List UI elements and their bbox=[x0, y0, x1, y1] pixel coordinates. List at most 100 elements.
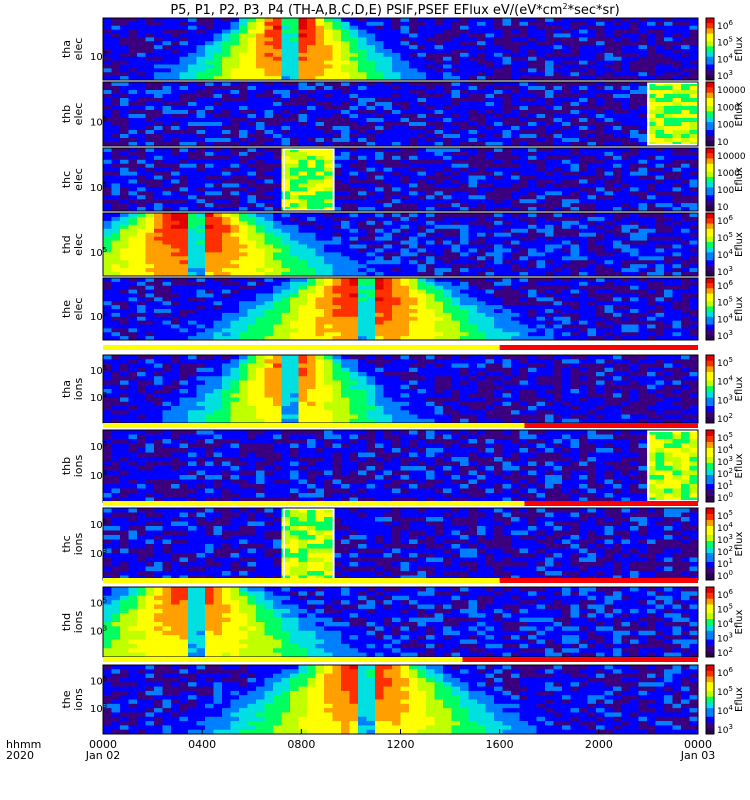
spectrogram-cell bbox=[171, 142, 180, 147]
spectrogram-cell bbox=[477, 82, 486, 87]
spectrogram-cell bbox=[188, 305, 197, 310]
spectrogram-cell bbox=[587, 90, 597, 95]
spectrogram-cell bbox=[392, 126, 401, 131]
spectrogram-cell bbox=[349, 260, 359, 265]
spectrogram-cell bbox=[604, 118, 614, 123]
spectrogram-cell bbox=[171, 134, 180, 139]
spectrogram-cell bbox=[162, 244, 172, 249]
spectrogram-cell bbox=[443, 82, 452, 87]
spectrogram-cell bbox=[358, 252, 367, 257]
spectrogram-cell bbox=[681, 68, 690, 73]
spectrogram-cell bbox=[188, 45, 197, 50]
spectrogram-cell bbox=[630, 191, 639, 196]
spectrogram-cell bbox=[392, 45, 401, 50]
spectrogram-cell bbox=[375, 203, 384, 208]
spectrogram-cell bbox=[222, 301, 231, 306]
spectrogram-cell bbox=[434, 94, 444, 99]
spectrogram-cell bbox=[247, 33, 257, 38]
spectrogram-cell bbox=[528, 56, 537, 62]
spectrogram-cell bbox=[468, 155, 478, 161]
spectrogram-cell bbox=[128, 195, 138, 200]
spectrogram-cell bbox=[536, 138, 546, 143]
spectrogram-cell bbox=[179, 25, 189, 31]
spectrogram-cell bbox=[137, 37, 146, 42]
spectrogram-cell bbox=[120, 183, 129, 188]
spectrogram-cell bbox=[332, 90, 342, 95]
spectrogram-cell bbox=[383, 18, 393, 23]
spectrogram-cell bbox=[315, 216, 325, 222]
colorbar-step bbox=[706, 236, 714, 240]
spectrogram-cell bbox=[536, 159, 546, 165]
spectrogram-cell bbox=[528, 33, 537, 38]
spectrogram-cell bbox=[239, 110, 248, 115]
spectrogram-cell bbox=[222, 159, 231, 165]
spectrogram-cell bbox=[264, 171, 274, 176]
spectrogram-cell bbox=[519, 264, 529, 269]
spectrogram-cell bbox=[137, 138, 146, 143]
spectrogram-cell bbox=[264, 179, 274, 184]
spectrogram-cell bbox=[596, 106, 605, 111]
spectrogram-cell bbox=[426, 45, 435, 50]
spectrogram-cell bbox=[239, 264, 248, 269]
spectrogram-cell bbox=[349, 183, 359, 188]
spectrogram-cell bbox=[562, 248, 571, 253]
spectrogram-cell bbox=[545, 244, 554, 249]
spectrogram-cell bbox=[213, 264, 223, 269]
spectrogram-cell bbox=[120, 289, 129, 294]
spectrogram-cell bbox=[604, 21, 614, 27]
spectrogram-cell bbox=[562, 142, 571, 147]
spectrogram-cell bbox=[655, 126, 665, 131]
spectrogram-cell bbox=[137, 134, 146, 139]
spectrogram-cell bbox=[128, 76, 138, 81]
spectrogram-cell bbox=[621, 64, 631, 69]
spectrogram-cell bbox=[417, 232, 427, 238]
spectrogram-cell bbox=[426, 94, 435, 99]
spectrogram-cell bbox=[630, 167, 639, 173]
spectrogram-cell bbox=[111, 252, 121, 257]
spectrogram-cell bbox=[417, 260, 427, 265]
spectrogram-cell bbox=[689, 29, 699, 34]
spectrogram-cell bbox=[647, 134, 656, 139]
spectrogram-cell bbox=[502, 33, 512, 38]
spectrogram-cell bbox=[103, 336, 112, 341]
spectrogram-cell bbox=[366, 244, 376, 249]
spectrogram-cell bbox=[596, 102, 605, 107]
spectrogram-cell bbox=[630, 213, 639, 218]
spectrogram-cell bbox=[426, 37, 435, 42]
spectrogram-cell bbox=[519, 155, 529, 161]
spectrogram-cell bbox=[375, 248, 384, 253]
spectrogram-cell bbox=[341, 248, 350, 253]
spectrogram-cell bbox=[358, 106, 367, 111]
spectrogram-cell bbox=[205, 240, 214, 245]
spectrogram-cell bbox=[162, 240, 172, 245]
spectrogram-cell bbox=[145, 297, 155, 302]
spectrogram-cell bbox=[443, 199, 452, 204]
spectrogram-cell bbox=[111, 130, 121, 135]
spectrogram-cell bbox=[409, 268, 418, 273]
spectrogram-cell bbox=[596, 138, 605, 143]
spectrogram-cell bbox=[647, 216, 656, 222]
spectrogram-cell bbox=[681, 207, 690, 212]
spectrogram-cell bbox=[205, 138, 214, 143]
spectrogram-cell bbox=[332, 244, 342, 249]
spectrogram-cell bbox=[205, 94, 214, 99]
spectrogram-cell bbox=[672, 213, 682, 218]
spectrogram-cell bbox=[579, 268, 588, 273]
spectrogram-cell bbox=[587, 72, 597, 77]
spectrogram-cell bbox=[111, 301, 121, 306]
spectrogram-cell bbox=[434, 134, 444, 139]
spectrogram-cell bbox=[256, 293, 265, 298]
spectrogram-cell bbox=[519, 224, 529, 230]
spectrogram-cell bbox=[145, 240, 155, 245]
spectrogram-cell bbox=[655, 199, 665, 204]
spectrogram-cell bbox=[570, 183, 580, 188]
spectrogram-cell bbox=[230, 94, 240, 99]
colorbar-step bbox=[706, 20, 714, 24]
spectrogram-cell bbox=[443, 179, 452, 184]
spectrogram-cell bbox=[434, 183, 444, 188]
spectrogram-cell bbox=[196, 187, 206, 192]
spectrogram-cell bbox=[587, 68, 597, 73]
spectrogram-cell bbox=[468, 25, 478, 31]
spectrogram-cell bbox=[579, 240, 588, 245]
colorbar-step bbox=[706, 262, 714, 267]
